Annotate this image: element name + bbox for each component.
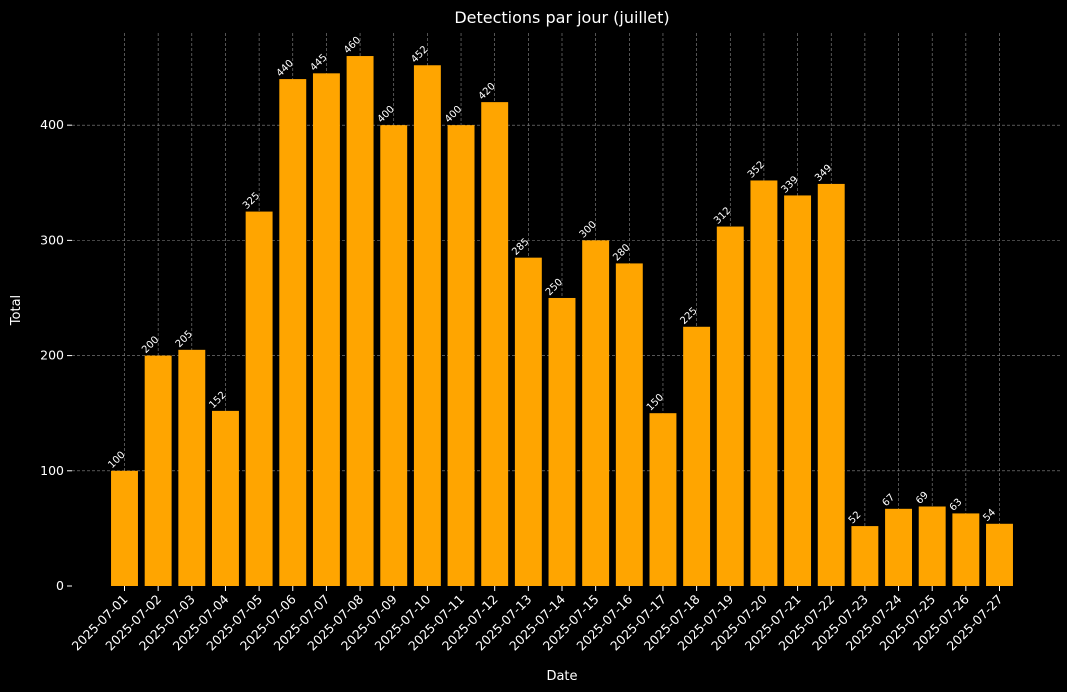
bar (413, 65, 441, 587)
bar (245, 211, 273, 586)
bar (144, 355, 172, 586)
data-label: 52 (847, 509, 864, 526)
bar (279, 79, 307, 586)
data-label: 152 (207, 390, 228, 411)
bar (784, 195, 812, 586)
x-axis-label: Date (546, 669, 577, 684)
data-label: 400 (443, 104, 464, 125)
bar (952, 513, 980, 586)
bar (481, 102, 509, 586)
bar (716, 226, 744, 587)
bar (514, 257, 542, 586)
y-tick-label: 100 (40, 463, 64, 478)
data-label: 63 (948, 497, 965, 514)
bar (615, 263, 643, 586)
bar (649, 413, 677, 586)
bar (380, 125, 408, 587)
data-label: 300 (578, 219, 599, 240)
data-label: 352 (746, 159, 767, 180)
bar (750, 180, 778, 586)
data-label: 69 (914, 490, 931, 507)
bar (312, 73, 340, 586)
y-tick-label: 0 (56, 578, 64, 593)
data-label: 67 (880, 492, 897, 509)
data-label: 452 (409, 44, 430, 65)
bar (111, 470, 138, 586)
y-tick-label: 300 (40, 232, 64, 247)
bar (447, 125, 475, 587)
bar (212, 410, 239, 586)
data-label: 205 (174, 329, 195, 350)
y-axis-label: Total (9, 295, 24, 326)
y-tick-label: 200 (40, 348, 64, 363)
chart-title: Detections par jour (juillet) (454, 8, 669, 27)
bar (683, 326, 711, 586)
bar (918, 506, 946, 586)
bar (582, 240, 610, 586)
bar (548, 297, 576, 586)
bar (346, 56, 374, 586)
data-label: 400 (376, 104, 397, 125)
data-label: 200 (140, 334, 161, 355)
bar (851, 526, 879, 586)
bars-layer (111, 56, 1013, 587)
data-label: 100 (106, 450, 127, 471)
data-label: 339 (779, 174, 800, 195)
bar (178, 349, 206, 586)
y-tick-label: 400 (40, 117, 64, 132)
data-label: 54 (981, 507, 998, 524)
bar (817, 183, 845, 586)
data-label: 440 (275, 58, 296, 79)
bar (885, 508, 912, 586)
bar (986, 523, 1013, 586)
